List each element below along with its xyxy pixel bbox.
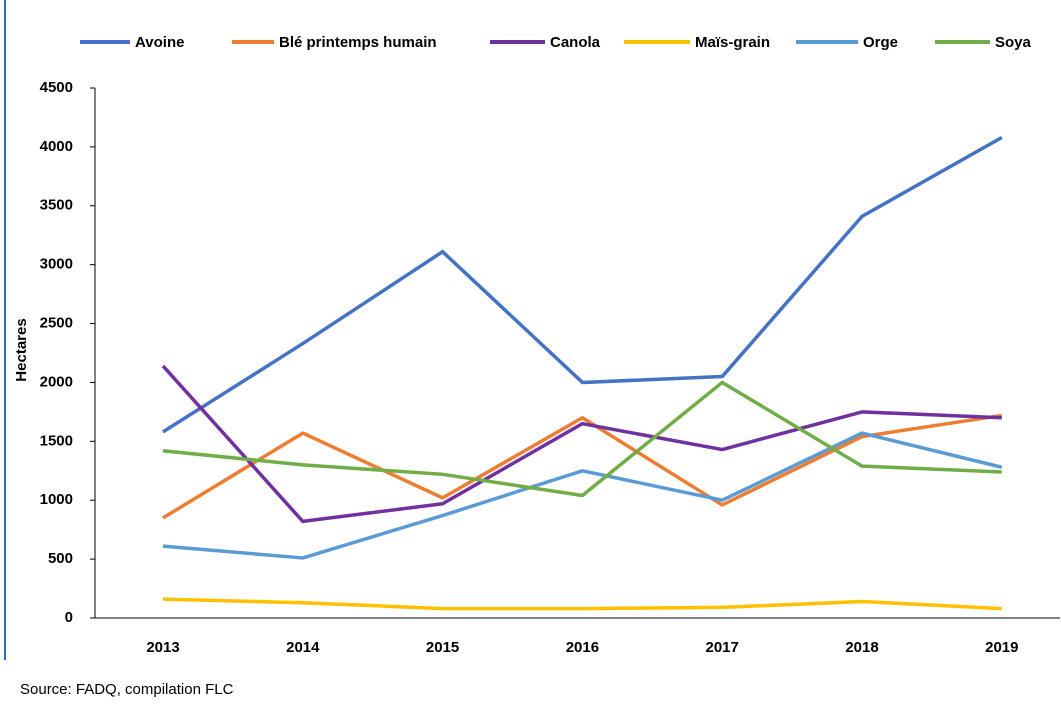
x-tick-label: 2017 [706,639,739,656]
series-line [162,597,1002,611]
legend-label: Canola [550,34,601,51]
legend-label: Soya [995,34,1032,51]
legend-label: Orge [863,34,898,51]
x-tick-label: 2013 [146,639,179,656]
series-line [162,135,1003,434]
y-tick-label: 0 [65,609,73,626]
y-tick-label: 3500 [40,197,73,214]
series-line [162,380,1002,498]
y-tick-label: 3000 [40,256,73,273]
y-tick-label: 4000 [40,138,73,155]
y-tick-label: 2500 [40,315,73,332]
y-tick-label: 1500 [40,432,73,449]
x-tick-label: 2018 [845,639,878,656]
legend-label: Avoine [135,34,184,51]
x-tick-label: 2015 [426,639,459,656]
source: Source: FADQ, compilation FLC [20,681,234,698]
series-line [162,431,1003,560]
legend-label: Maïs-grain [695,34,770,51]
y-tick-label: 500 [48,550,73,567]
series-line [162,413,1003,520]
y-tick-label: 1000 [40,491,73,508]
x-tick-label: 2019 [985,639,1018,656]
x-tick-label: 2016 [566,639,599,656]
y-tick-label: 2000 [40,373,73,390]
x-tick-label: 2014 [286,639,320,656]
y-tick-label: 4500 [40,79,73,96]
series-line [161,364,1002,524]
legend-label: Blé printemps humain [279,34,437,51]
y-axis-label: Hectares [13,318,30,381]
